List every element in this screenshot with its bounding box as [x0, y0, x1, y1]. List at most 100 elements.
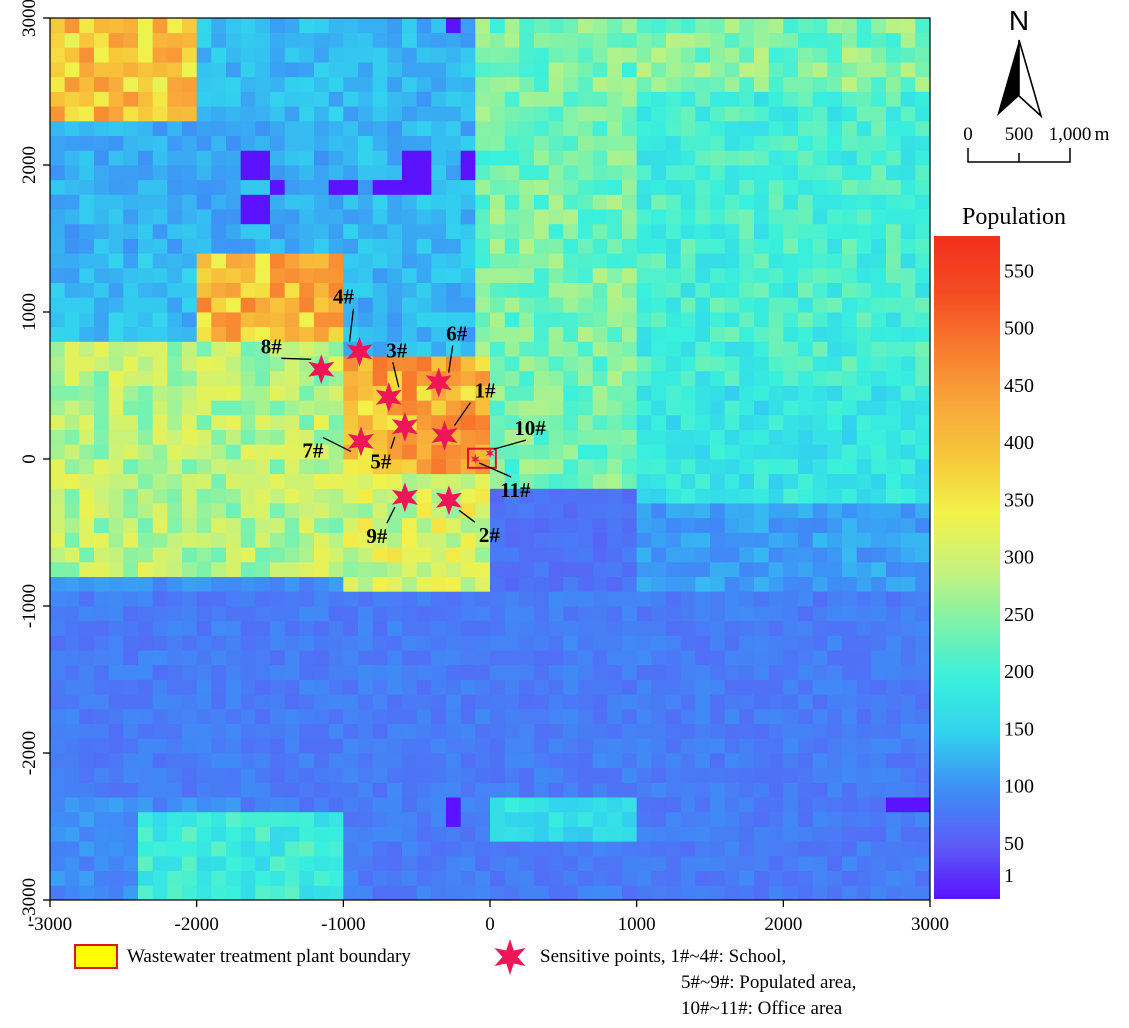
- raster-cell: [299, 120, 315, 136]
- raster-cell: [739, 664, 755, 680]
- raster-cell: [460, 797, 476, 813]
- raster-cell: [724, 620, 740, 636]
- raster-cell: [724, 194, 740, 210]
- raster-cell: [856, 282, 872, 298]
- raster-cell: [284, 855, 300, 871]
- raster-cell: [856, 650, 872, 666]
- raster-cell: [343, 532, 359, 548]
- raster-cell: [534, 870, 550, 886]
- raster-cell: [79, 194, 95, 210]
- raster-cell: [299, 194, 315, 210]
- raster-cell: [768, 32, 784, 48]
- raster-cell: [358, 238, 374, 254]
- raster-cell: [915, 76, 930, 92]
- raster-cell: [534, 370, 550, 386]
- raster-cell: [842, 797, 858, 813]
- raster-cell: [563, 62, 579, 78]
- raster-cell: [152, 385, 168, 401]
- raster-cell: [50, 782, 66, 798]
- raster-cell: [812, 517, 828, 533]
- raster-cell: [490, 708, 506, 724]
- point-leader-line: [348, 308, 355, 342]
- raster-cell: [314, 723, 330, 739]
- raster-cell: [739, 473, 755, 489]
- raster-cell: [94, 238, 110, 254]
- raster-cell: [226, 297, 242, 313]
- raster-cell: [886, 179, 902, 195]
- raster-cell: [798, 253, 814, 269]
- raster-cell: [768, 650, 784, 666]
- raster-cell: [622, 120, 638, 136]
- raster-cell: [724, 753, 740, 769]
- raster-cell: [255, 620, 271, 636]
- raster-cell: [900, 753, 916, 769]
- raster-cell: [504, 282, 520, 298]
- raster-cell: [270, 782, 286, 798]
- raster-cell: [138, 503, 154, 519]
- raster-cell: [416, 106, 432, 122]
- raster-cell: [402, 606, 418, 622]
- raster-cell: [94, 267, 110, 283]
- raster-cell: [446, 694, 462, 710]
- raster-cell: [607, 429, 623, 445]
- raster-cell: [182, 356, 198, 372]
- raster-cell: [548, 620, 564, 636]
- raster-cell: [240, 32, 256, 48]
- raster-cell: [446, 561, 462, 577]
- raster-cell: [798, 606, 814, 622]
- raster-cell: [402, 635, 418, 651]
- raster-cell: [754, 723, 770, 739]
- raster-cell: [64, 165, 80, 181]
- raster-cell: [240, 47, 256, 63]
- raster-cell: [108, 135, 124, 151]
- raster-cell: [108, 753, 124, 769]
- raster-cell: [372, 606, 388, 622]
- raster-cell: [754, 326, 770, 342]
- raster-cell: [446, 282, 462, 298]
- raster-cell: [196, 312, 212, 328]
- raster-cell: [900, 62, 916, 78]
- raster-cell: [754, 811, 770, 827]
- raster-cell: [167, 238, 183, 254]
- raster-cell: [548, 385, 564, 401]
- raster-cell: [548, 459, 564, 475]
- raster-cell: [739, 870, 755, 886]
- raster-cell: [299, 62, 315, 78]
- raster-cell: [651, 385, 667, 401]
- raster-cell: [519, 120, 535, 136]
- raster-cell: [871, 753, 887, 769]
- raster-cell: [534, 444, 550, 460]
- raster-cell: [431, 870, 447, 886]
- raster-cell: [739, 135, 755, 151]
- raster-cell: [548, 326, 564, 342]
- raster-cell: [446, 782, 462, 798]
- raster-cell: [519, 635, 535, 651]
- raster-cell: [196, 18, 212, 34]
- raster-cell: [255, 797, 271, 813]
- raster-cell: [490, 18, 506, 34]
- raster-cell: [592, 782, 608, 798]
- raster-cell: [79, 209, 95, 225]
- raster-cell: [328, 194, 344, 210]
- raster-cell: [475, 282, 491, 298]
- raster-cell: [475, 782, 491, 798]
- raster-cell: [270, 76, 286, 92]
- raster-cell: [343, 444, 359, 460]
- raster-cell: [768, 444, 784, 460]
- raster-cell: [871, 782, 887, 798]
- raster-cell: [886, 694, 902, 710]
- raster-cell: [607, 620, 623, 636]
- raster-cell: [768, 767, 784, 783]
- raster-cell: [710, 782, 726, 798]
- raster-cell: [900, 738, 916, 754]
- raster-cell: [416, 326, 432, 342]
- raster-cell: [754, 194, 770, 210]
- raster-cell: [886, 708, 902, 724]
- raster-cell: [519, 91, 535, 107]
- raster-cell: [519, 738, 535, 754]
- raster-cell: [768, 194, 784, 210]
- raster-cell: [592, 223, 608, 239]
- raster-cell: [651, 209, 667, 225]
- raster-cell: [636, 620, 652, 636]
- raster-cell: [358, 723, 374, 739]
